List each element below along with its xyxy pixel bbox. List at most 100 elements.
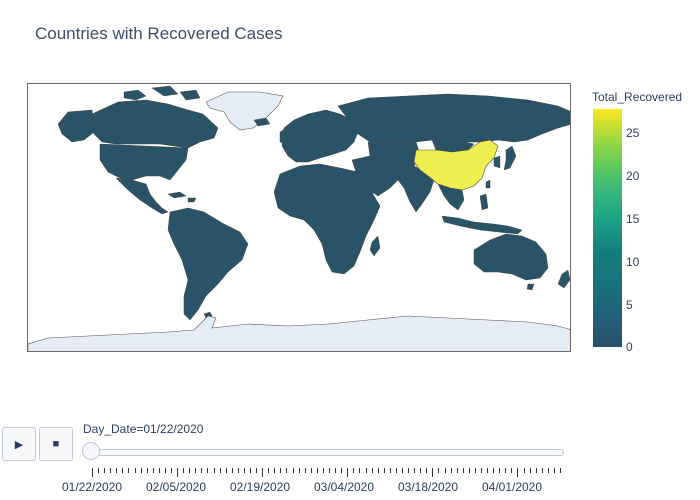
country-greenland[interactable] [205,91,284,131]
continent-south-america[interactable] [167,207,249,321]
slider-tick-mark [499,468,501,473]
slider-tick-mark [201,468,203,473]
slider-tick-mark [529,468,531,473]
country-canada[interactable] [87,99,219,149]
colorbar-tick-15: 15 [626,212,640,226]
slider-ticks [0,468,700,478]
country-taiwan [485,179,491,189]
slider-tick-mark [541,468,543,473]
play-button[interactable]: ▶ [2,427,36,461]
slider-tick-mark [128,468,130,473]
slider-tick-mark [347,468,349,477]
country-tasmania [526,283,535,291]
slider-tick-mark [468,468,470,473]
country-russia[interactable] [337,93,571,147]
slider-tick-mark [456,468,458,473]
slider-tick-mark [207,468,209,473]
slider-tick-mark [371,468,373,473]
slider-tick-mark [553,468,555,473]
slider-tick-mark [98,468,100,473]
country-australia[interactable] [473,233,549,281]
slider-tick-mark [122,468,124,473]
colorbar-tick-10: 10 [626,255,640,269]
map-canvas[interactable] [28,84,571,352]
slider-tick-mark [189,468,191,473]
slider-tick-mark [420,468,422,473]
slider-rail[interactable] [92,449,564,456]
slider-tick-mark [286,468,288,473]
slider-tick-mark [395,468,397,473]
country-mexico[interactable] [115,177,169,215]
slider-tick-label[interactable]: 04/01/2020 [481,480,543,494]
country-uk[interactable] [279,127,291,145]
slider-tick-mark [474,468,476,473]
slider-tick-mark [231,468,233,473]
slider-tick-mark [292,468,294,473]
slider-tick-mark [341,468,343,473]
slider-tick-mark [414,468,416,473]
slider-tick-mark [219,468,221,473]
slider-tick-mark [262,468,264,477]
colorbar-title: Total_Recovered [592,90,683,104]
chart-title: Countries with Recovered Cases [35,24,283,43]
slider-tick-mark [304,468,306,473]
slider-tick-mark [547,468,549,473]
country-new-zealand[interactable] [557,269,570,289]
slider-handle[interactable] [82,442,100,460]
slider-tick-mark [213,468,215,473]
slider-tick-label[interactable]: 02/19/2020 [229,480,291,494]
slider-tick-mark [523,468,525,473]
country-madagascar[interactable] [369,235,381,257]
slider-tick-mark [274,468,276,473]
slider-tick-mark [164,468,166,473]
slider-tick-mark [517,468,519,477]
slider-tick-label[interactable]: 03/18/2020 [397,480,459,494]
country-korea[interactable] [493,155,501,169]
slider-tick-mark [250,468,252,473]
slider-tick-mark [480,468,482,473]
play-icon: ▶ [14,438,24,451]
colorbar-tick-25: 25 [626,126,640,140]
continent-africa[interactable] [273,163,381,275]
slider-tick-mark [493,468,495,473]
continent-antarctica[interactable] [28,315,571,352]
country-china[interactable] [413,139,499,191]
region-indonesia [441,215,523,235]
slider-tick-mark [195,468,197,473]
slider-tick-label[interactable]: 02/05/2020 [145,480,207,494]
slider-tick-mark [560,468,561,473]
colorbar-tick-5: 5 [626,298,633,312]
slider-tick-mark [316,468,318,473]
slider-tick-label[interactable]: 03/04/2020 [313,480,375,494]
slider-tick-mark [243,468,245,473]
country-philippines[interactable] [479,193,489,211]
slider-tick-mark [487,468,489,473]
colorbar-tick-0: 0 [626,340,633,354]
slider-tick-mark [389,468,391,473]
slider-tick-mark [444,468,446,473]
slider-tick-mark [280,468,282,473]
world-map[interactable] [27,83,571,352]
slider-tick-mark [322,468,324,473]
country-usa-alaska[interactable] [57,109,95,143]
slider-tick-label[interactable]: 01/22/2020 [61,480,123,494]
slider-tick-mark [183,468,185,473]
caribbean-islands [167,191,197,203]
slider-tick-mark [310,468,312,473]
slider-tick-mark [408,468,410,473]
slider-tick-mark [92,468,93,477]
country-usa[interactable] [99,143,189,181]
slider-tick-mark [450,468,452,473]
slider-tick-mark [505,468,507,473]
slider-tick-mark [237,468,239,473]
stop-button[interactable]: ■ [39,427,73,461]
slider-tick-mark [353,468,355,473]
colorbar-tick-20: 20 [626,169,640,183]
continent-europe[interactable] [281,109,359,163]
slider-tick-mark [110,468,112,473]
slider-tick-mark [377,468,379,473]
region-southeast-asia[interactable] [437,183,465,211]
country-iceland[interactable] [253,117,271,127]
country-japan[interactable] [503,145,517,171]
slider-tick-mark [359,468,361,473]
